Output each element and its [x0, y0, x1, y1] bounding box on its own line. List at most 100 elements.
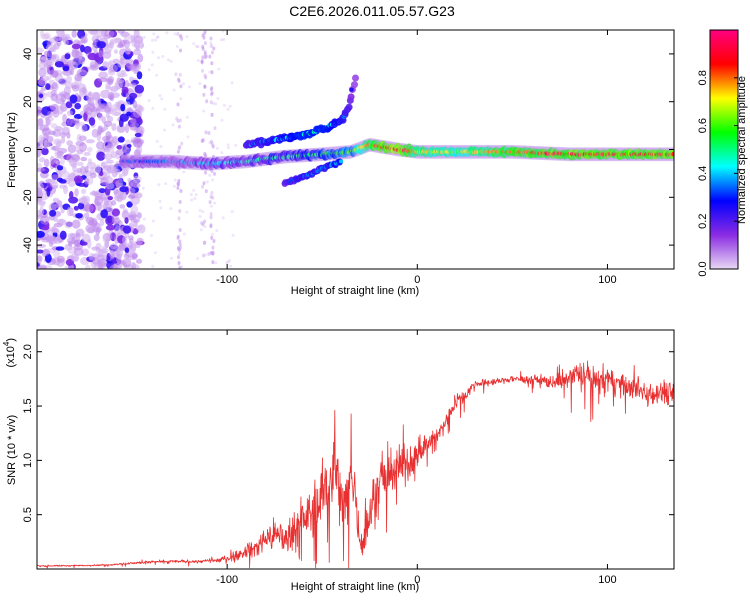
- spectrogram-streak-cell: [177, 246, 181, 251]
- spectrogram-streak-cell: [213, 126, 217, 131]
- spectrogram-streak-cell: [180, 141, 184, 146]
- spectrogram-noise-cell: [64, 81, 74, 89]
- spectrogram-noise-cell: [76, 167, 83, 173]
- spectrogram-noise-cell: [131, 179, 138, 188]
- spectrogram-faint-cell: [152, 32, 156, 36]
- spectrogram-streak-cell: [209, 87, 213, 92]
- spectrogram-streak-cell: [207, 251, 211, 256]
- spectrogram-y-tick-label: 20: [22, 96, 34, 108]
- spectrogram-faint-cell: [174, 72, 178, 76]
- spectrogram-noise-cell: [119, 204, 126, 209]
- spectrogram-streak-cell: [176, 255, 180, 260]
- spectrogram-noise-cell: [136, 105, 145, 113]
- spectrogram-noise-cell: [96, 141, 105, 150]
- spectrogram-faint-cell: [160, 97, 164, 101]
- spectrogram-noise-cell: [125, 58, 135, 69]
- spectrogram-noise-cell: [102, 233, 110, 244]
- spectrogram-noise-cell: [106, 215, 113, 224]
- spectrogram-noise-cell: [111, 136, 118, 144]
- spectrogram-noise-cell: [74, 102, 82, 110]
- spectrogram-streak-cell: [202, 35, 206, 40]
- spectrogram-faint-cell: [142, 217, 146, 221]
- spectrogram-noise-cell: [87, 52, 98, 61]
- spectrogram-noise-cell: [103, 176, 114, 185]
- spectrogram-streak-cell: [178, 72, 182, 77]
- spectrogram-streak-cell: [209, 100, 213, 105]
- spectrogram-faint-cell: [199, 228, 203, 232]
- spectrogram-noise-cell: [66, 110, 73, 116]
- spectrogram-noise-cell: [91, 253, 100, 260]
- spectrogram-noise-cell: [104, 106, 110, 114]
- spectrogram-noise-cell: [121, 165, 129, 175]
- spectrogram-streak-cell: [178, 199, 182, 204]
- spectrogram-streak-cell: [204, 189, 208, 194]
- spectrogram-noise-cell: [84, 203, 94, 213]
- spectrogram-noise-cell: [39, 124, 50, 132]
- spectrogram-noise-cell: [37, 78, 47, 87]
- spectrogram-faint-cell: [156, 35, 160, 39]
- spectrogram-faint-cell: [221, 30, 225, 33]
- spectrogram-faint-cell: [196, 257, 200, 261]
- spectrogram-noise-cell: [45, 83, 51, 91]
- spectrogram-noise-cell: [106, 206, 114, 213]
- spectrogram-faint-cell: [155, 35, 159, 39]
- spectrogram-noise-cell: [66, 206, 72, 217]
- spectrogram-noise-cell: [58, 218, 64, 226]
- spectrogram-noise-cell: [95, 227, 101, 236]
- spectrogram-noise-cell: [73, 175, 84, 184]
- spectrogram-faint-cell: [158, 199, 162, 203]
- spectrogram-faint-cell: [169, 59, 173, 63]
- spectrogram-noise-cell: [119, 186, 129, 193]
- spectrogram-noise-cell: [85, 216, 95, 225]
- spectrogram-noise-cell: [49, 155, 55, 166]
- spectrogram-noise-cell: [100, 209, 108, 219]
- spectrogram-noise-cell: [123, 39, 130, 49]
- spectrogram-marks: [37, 30, 674, 269]
- spectrogram-noise-cell: [53, 249, 61, 259]
- spectrogram-noise-cell: [103, 153, 113, 161]
- spectrogram-streak-cell: [200, 60, 204, 65]
- spectrogram-noise-cell: [124, 47, 131, 55]
- spectrogram-noise-cell: [62, 65, 70, 72]
- spectrogram-faint-cell: [226, 260, 230, 264]
- spectrogram-noise-cell: [137, 53, 144, 63]
- spectrogram-noise-cell: [132, 63, 140, 70]
- spectrogram-noise-cell: [87, 30, 97, 35]
- spectrogram-noise-cell: [86, 238, 92, 249]
- spectrogram-noise-cell: [91, 35, 100, 43]
- spectrogram-noise-cell: [75, 228, 85, 237]
- spectrogram-faint-cell: [222, 37, 226, 41]
- spectrogram-faint-cell: [205, 180, 209, 184]
- spectrogram-upper-branch-outer: [352, 74, 360, 82]
- spectrogram-streak-cell: [211, 154, 215, 159]
- spectrogram-noise-cell: [105, 159, 114, 164]
- spectrogram-faint-cell: [141, 238, 145, 242]
- spectrogram-faint-cell: [180, 36, 184, 40]
- spectrogram-noise-cell: [41, 225, 50, 231]
- spectrogram-faint-cell: [140, 44, 144, 48]
- spectrogram-faint-cell: [202, 109, 206, 113]
- colorbar-tick-label: 0.8: [697, 70, 709, 85]
- spectrogram-faint-cell: [209, 41, 213, 45]
- spectrogram-noise-cell: [125, 111, 132, 117]
- spectrogram-noise-cell: [88, 117, 96, 126]
- spectrogram-y-tick-label: 0: [22, 146, 34, 152]
- spectrogram-streak-cell: [179, 48, 183, 53]
- spectrogram-noise-cell: [122, 225, 132, 234]
- spectrogram-noise-cell: [86, 226, 95, 234]
- spectrogram-faint-cell: [182, 232, 186, 236]
- spectrogram-noise-cell: [104, 30, 115, 38]
- spectrogram-faint-cell: [228, 104, 232, 108]
- spectrogram-noise-cell: [64, 221, 73, 229]
- spectrogram-noise-cell: [37, 167, 46, 172]
- snr-y-axis-title: SNR (10 * v/v): [6, 415, 18, 485]
- spectrogram-noise-cell: [68, 174, 73, 181]
- spectrogram-faint-cell: [195, 44, 199, 48]
- spectrogram-noise-cell: [39, 201, 45, 208]
- spectrogram-faint-cell: [169, 256, 173, 260]
- spectrogram-faint-cell: [219, 38, 223, 42]
- spectrogram-noise-cell: [81, 124, 88, 133]
- spectrogram-noise-cell: [127, 194, 136, 199]
- spectrogram-streak-cell: [201, 68, 205, 73]
